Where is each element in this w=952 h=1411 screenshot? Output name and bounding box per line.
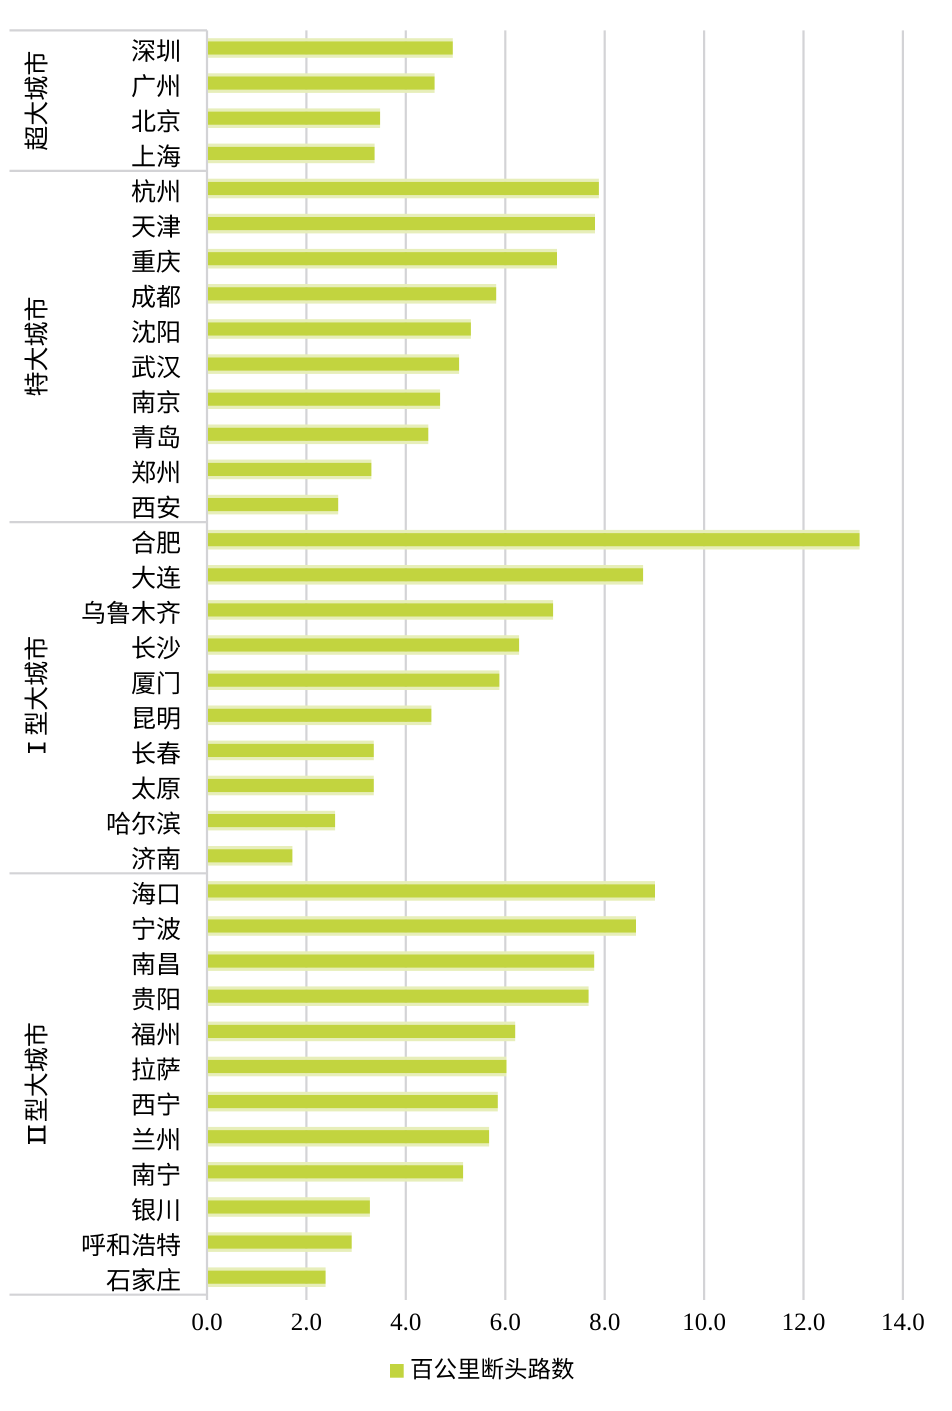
svg-text:10.0: 10.0 bbox=[682, 1309, 726, 1336]
svg-text:0.0: 0.0 bbox=[191, 1309, 222, 1336]
svg-text:6.0: 6.0 bbox=[490, 1309, 521, 1336]
svg-text:8.0: 8.0 bbox=[589, 1309, 620, 1336]
svg-text:12.0: 12.0 bbox=[782, 1309, 826, 1336]
svg-text:2.0: 2.0 bbox=[291, 1309, 322, 1336]
svg-text:4.0: 4.0 bbox=[390, 1309, 421, 1336]
svg-text:14.0: 14.0 bbox=[881, 1309, 925, 1336]
